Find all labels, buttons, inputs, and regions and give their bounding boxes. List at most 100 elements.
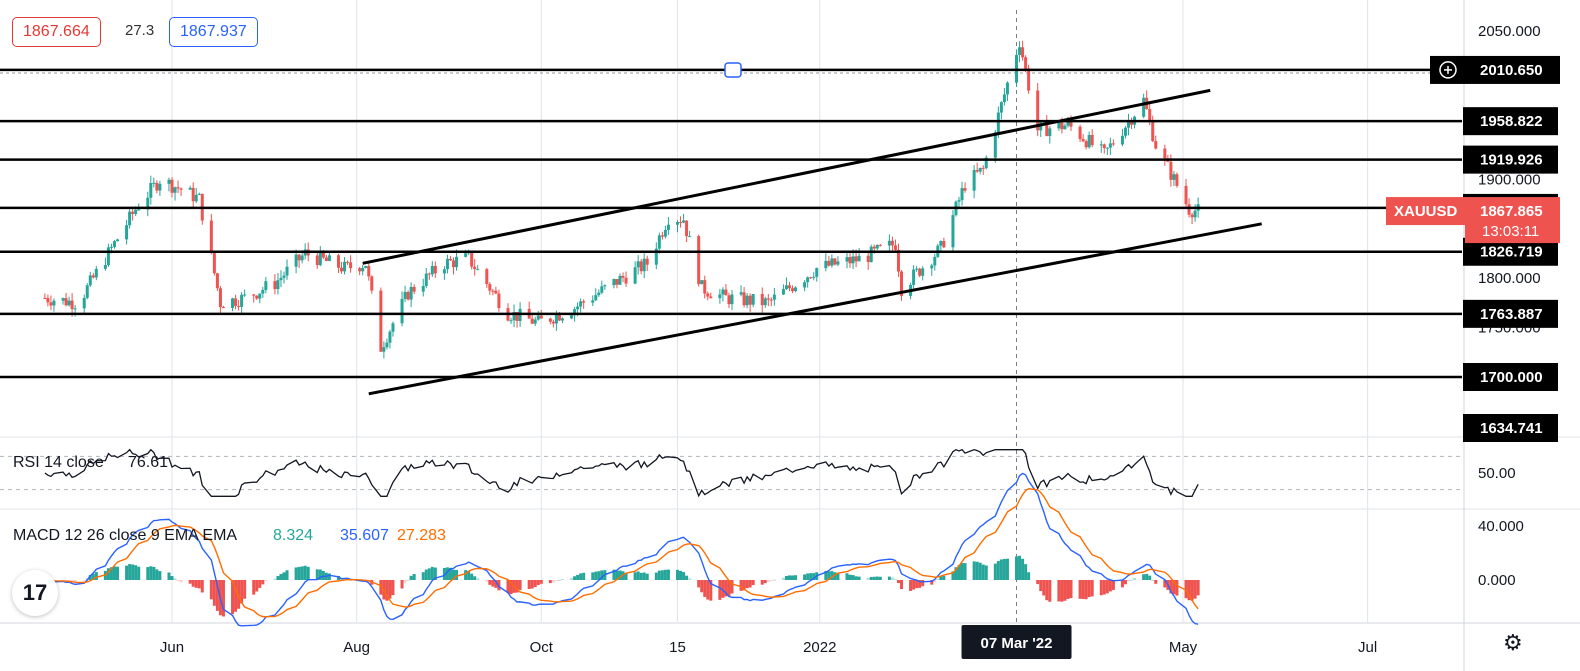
candle-body — [276, 280, 280, 290]
macd-histogram-bar — [173, 578, 177, 580]
candle-body — [1057, 122, 1061, 129]
macd-histogram-bar — [600, 570, 604, 580]
macd-histogram-bar — [857, 576, 861, 580]
horizontal-levels[interactable] — [0, 62, 1462, 379]
candle-body — [112, 241, 116, 247]
bid-price-box[interactable]: 1867.664 — [12, 17, 101, 47]
macd-histogram-bar — [137, 566, 141, 580]
candle-body — [1005, 82, 1009, 95]
macd-histogram-bar — [297, 566, 301, 580]
candle-body — [361, 267, 365, 272]
macd-histogram-bar — [221, 580, 225, 617]
macd-histogram-bar — [336, 575, 340, 580]
candle-body — [188, 187, 192, 190]
macd-histogram-bar — [128, 564, 132, 580]
candle-body — [536, 315, 540, 320]
candle-body — [591, 300, 595, 303]
candle-body — [618, 275, 622, 285]
macd-histogram-bar — [751, 580, 755, 586]
macd-histogram-bar — [179, 580, 183, 583]
macd-histogram-bar — [642, 572, 646, 580]
macd-histogram-bar — [730, 580, 734, 594]
candle-body — [1193, 210, 1197, 218]
candle-body — [343, 261, 347, 272]
candle-body — [221, 307, 225, 309]
macd-histogram-bar — [975, 561, 979, 580]
macd-histogram-bar — [951, 571, 955, 580]
macd-histogram-bar — [70, 580, 74, 582]
candle-body — [1151, 120, 1155, 142]
candle-body — [594, 295, 598, 301]
macd-histogram-bar — [258, 580, 262, 588]
macd-histogram-bar — [791, 575, 795, 580]
candle-body — [533, 319, 537, 324]
macd-histogram-bar — [400, 580, 404, 589]
macd-histogram-bar — [452, 569, 456, 580]
macd-histogram-bar — [445, 567, 449, 580]
macd-histogram-bar — [682, 572, 686, 580]
candle-body — [615, 279, 619, 285]
ask-price-box[interactable]: 1867.937 — [169, 17, 258, 47]
macd-histogram-bar — [639, 572, 643, 580]
candle-body — [1060, 122, 1064, 130]
axes: Jun Aug Oct 15 2022 07 Mar '22 May Jul 2050.000 1… — [160, 23, 1541, 659]
macd-histogram-bar — [685, 575, 689, 580]
candle-body — [346, 261, 350, 263]
candle-body — [721, 289, 725, 295]
macd-histogram-bar — [285, 570, 289, 580]
candle-body — [748, 295, 752, 305]
candle-body — [488, 284, 492, 291]
candle-body — [1069, 120, 1073, 127]
candle-body — [942, 241, 946, 248]
candle-body — [854, 256, 858, 262]
candle-body — [745, 295, 749, 306]
macd-histogram-bar — [252, 580, 256, 595]
candle-body — [1081, 139, 1085, 142]
tradingview-logo-icon[interactable]: 17 — [12, 570, 58, 616]
macd-histogram-bar — [1145, 573, 1149, 580]
macd-histogram-bar — [591, 572, 595, 580]
candle-body — [445, 258, 449, 270]
candle-body — [872, 246, 876, 249]
trend-channel[interactable] — [362, 88, 1262, 396]
candle-body — [421, 286, 425, 292]
macd-histogram-bar — [893, 578, 897, 580]
y-tick-label: 1900.000 — [1478, 171, 1541, 188]
candle-body — [1148, 109, 1152, 121]
candle-body — [772, 294, 776, 300]
channel-upper-line — [362, 88, 1211, 265]
candle-body — [455, 256, 459, 268]
candle-body — [981, 167, 985, 169]
gear-icon[interactable]: ⚙ — [1503, 630, 1523, 655]
candle-body — [688, 236, 692, 238]
macd-histogram-bar — [1048, 580, 1052, 602]
macd-histogram-bar — [279, 573, 283, 580]
candle-body — [452, 260, 456, 268]
candle-body — [833, 258, 837, 265]
macd-histogram-bar — [1015, 556, 1019, 580]
macd-histogram-bar — [1175, 580, 1179, 596]
candle-body — [1018, 47, 1022, 55]
macd-histogram-bar — [406, 579, 410, 581]
macd-label: MACD 12 26 close 9 EMA EMA — [13, 527, 237, 544]
macd-histogram-bar — [576, 574, 580, 580]
candle-body — [52, 300, 56, 306]
macd-histogram-bar — [146, 567, 150, 580]
macd-histogram-bar — [787, 575, 791, 580]
macd-histogram-bar — [303, 565, 307, 580]
macd-histogram-bar — [1005, 558, 1009, 580]
candle-body — [509, 320, 513, 322]
macd-line-value: 35.607 — [340, 527, 389, 544]
macd-histogram-bar — [409, 575, 413, 580]
macd-histogram-bar — [854, 576, 858, 580]
macd-histogram-bar — [878, 576, 882, 580]
candle-body — [1184, 185, 1188, 205]
channel-lower-line — [368, 222, 1262, 396]
level-price-tag — [1463, 363, 1558, 391]
candle-body — [255, 295, 259, 299]
macd-histogram-bar — [1148, 575, 1152, 580]
spread-value: 27.3 — [125, 22, 155, 39]
candle-body — [433, 265, 437, 274]
